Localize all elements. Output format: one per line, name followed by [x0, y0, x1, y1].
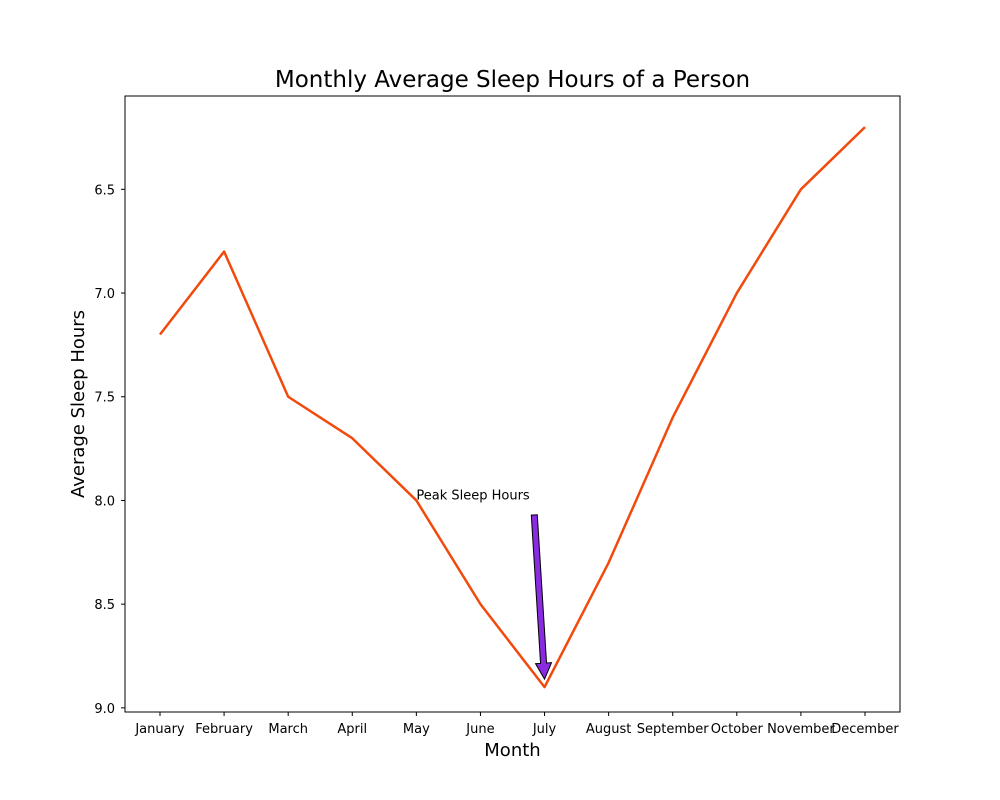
sleep-hours-line — [159, 126, 866, 689]
peak-annotation-label: Peak Sleep Hours — [416, 488, 530, 503]
x-tick-label: November — [767, 722, 835, 737]
x-tick-label: May — [403, 722, 430, 737]
plot-area-frame — [124, 95, 901, 713]
y-tick-label: 8.5 — [94, 598, 115, 613]
x-tick-label: August — [586, 722, 632, 737]
x-axis: January February March April May June July Augu… — [134, 712, 899, 737]
peak-annotation-arrow — [530, 514, 553, 681]
y-axis-label: Average Sleep Hours — [68, 310, 89, 498]
y-axis: 6.5 7.0 7.5 8.0 8.5 9.0 — [94, 183, 125, 717]
x-tick-label: April — [337, 722, 367, 737]
y-tick-label: 6.5 — [94, 183, 115, 198]
y-tick-label: 7.5 — [94, 391, 115, 406]
chart-title: Monthly Average Sleep Hours of a Person — [275, 67, 750, 93]
x-axis-label: Month — [484, 740, 540, 761]
y-tick-label: 7.0 — [94, 287, 115, 302]
y-tick-label: 9.0 — [94, 702, 115, 717]
y-tick-label: 8.0 — [94, 494, 115, 509]
x-tick-label: February — [195, 722, 253, 737]
x-tick-label: January — [134, 722, 185, 737]
x-tick-label: July — [532, 722, 557, 737]
x-tick-label: December — [831, 722, 899, 737]
x-tick-label: October — [711, 722, 764, 737]
x-tick-label: September — [637, 722, 710, 737]
x-tick-label: June — [465, 722, 494, 737]
x-tick-label: March — [268, 722, 308, 737]
